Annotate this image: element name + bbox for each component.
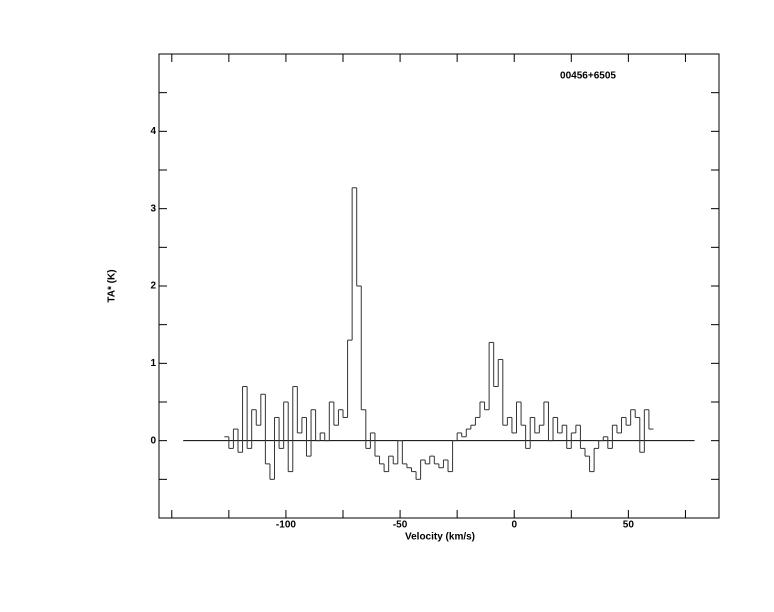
y-axis-label: TA* (K) xyxy=(107,269,118,302)
y-tick-label: 4 xyxy=(150,126,156,137)
y-tick-label: 0 xyxy=(150,435,156,446)
x-tick-label: 0 xyxy=(511,520,517,531)
y-tick-label: 2 xyxy=(150,281,156,292)
y-tick-label: 1 xyxy=(150,358,156,369)
x-axis-label: Velocity (km/s) xyxy=(405,532,475,543)
x-tick-label: -100 xyxy=(276,520,296,531)
chart-title: 00456+6505 xyxy=(560,71,616,82)
x-tick-label: -50 xyxy=(393,520,408,531)
x-tick-label: 50 xyxy=(623,520,635,531)
y-tick-label: 3 xyxy=(150,203,156,214)
